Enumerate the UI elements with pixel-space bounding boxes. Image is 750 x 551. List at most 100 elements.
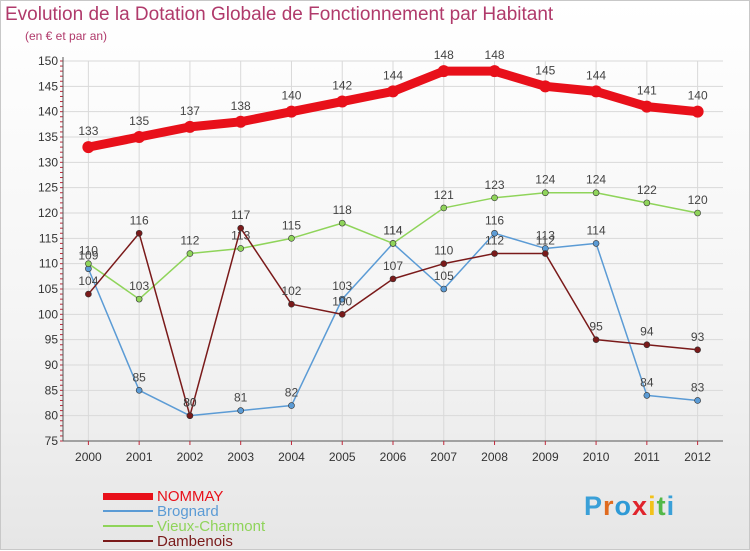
data-point-dambenois-2004 <box>288 300 295 308</box>
axes: 75 80 85 90 95 100 105 110 115 120 125 130 135 140 145… <box>38 54 723 464</box>
data-label-brognard-2001: 85 <box>132 370 146 384</box>
series-lines <box>82 65 704 419</box>
data-point-dambenois-2001 <box>135 229 143 237</box>
x-tick-label: 2000 <box>75 450 102 464</box>
y-tick-label: 125 <box>38 181 58 195</box>
data-point-brognard-2005 <box>338 295 346 303</box>
data-point-nommay-2002 <box>183 120 196 133</box>
data-point-dambenois-2005 <box>338 311 346 318</box>
data-point-brognard-2008 <box>491 229 498 237</box>
data-label-brognard-2003: 81 <box>234 391 248 405</box>
data-label-vieux-charmont-2012: 120 <box>688 193 708 207</box>
data-label-brognard-2012: 83 <box>691 380 705 394</box>
logo-letter: P <box>584 491 604 521</box>
data-label-vieux-charmont-2001: 103 <box>129 279 149 293</box>
data-label-vieux-charmont-2007: 121 <box>434 188 454 202</box>
data-label-dambenois-2010: 95 <box>589 320 603 334</box>
data-point-nommay-2001 <box>133 131 146 143</box>
y-tick-label: 130 <box>38 155 58 169</box>
x-tick-label: 2012 <box>684 450 711 464</box>
data-point-vieux-charmont-2011 <box>643 199 651 207</box>
legend-swatch-vieux-charmont <box>103 525 153 527</box>
data-label-nommay-2011: 141 <box>637 84 657 98</box>
data-label-dambenois-2001: 116 <box>130 213 149 227</box>
data-point-dambenois-2003 <box>237 224 244 232</box>
data-label-vieux-charmont-2011: 122 <box>637 183 657 197</box>
data-point-vieux-charmont-2007 <box>440 204 448 212</box>
data-point-nommay-2007 <box>437 65 450 78</box>
y-tick-label: 145 <box>38 79 58 93</box>
data-label-vieux-charmont-2009: 124 <box>535 173 555 187</box>
data-labels: 133 135 137 138 140 142 144 148 148 145 144 141 140 1… <box>78 48 708 410</box>
data-point-nommay-2009 <box>539 80 552 93</box>
data-point-nommay-2008 <box>488 65 501 78</box>
data-point-nommay-2006 <box>387 85 399 98</box>
data-label-dambenois-2009: 112 <box>536 234 555 248</box>
data-label-nommay-2009: 145 <box>535 63 555 77</box>
data-point-vieux-charmont-2001 <box>135 295 143 303</box>
y-tick-label: 80 <box>45 409 59 423</box>
legend-swatch-dambenois <box>103 540 153 542</box>
data-label-vieux-charmont-2006: 114 <box>383 223 402 237</box>
legend-label-vieux-charmont: Vieux-Charmont <box>157 518 266 535</box>
data-label-dambenois-2005: 100 <box>332 294 352 308</box>
logo-letter: i <box>666 491 676 521</box>
data-label-dambenois-2004: 102 <box>281 284 301 298</box>
data-point-brognard-2007 <box>440 285 448 293</box>
data-label-brognard-2010: 114 <box>587 223 606 237</box>
data-point-dambenois-2010 <box>592 336 600 343</box>
y-tick-label: 110 <box>39 257 58 271</box>
data-point-vieux-charmont-2003 <box>237 245 244 252</box>
data-point-brognard-2012 <box>694 397 701 404</box>
x-tick-label: 2004 <box>278 450 305 464</box>
y-tick-label: 140 <box>38 105 58 119</box>
data-label-dambenois-2003: 117 <box>231 208 250 222</box>
logo-letter: o <box>614 491 633 521</box>
data-label-nommay-2010: 144 <box>586 68 606 82</box>
x-tick-label: 2003 <box>227 450 254 464</box>
y-tick-label: 150 <box>38 54 58 68</box>
data-point-brognard-2011 <box>643 392 651 399</box>
data-point-nommay-2005 <box>336 95 349 108</box>
data-label-nommay-2000: 133 <box>78 124 98 138</box>
logo-letter: t <box>656 491 667 521</box>
data-label-brognard-2007: 105 <box>434 269 454 283</box>
data-label-brognard-2002: 80 <box>183 396 197 410</box>
x-tick-label: 2001 <box>126 450 153 464</box>
data-point-vieux-charmont-2006 <box>389 240 397 247</box>
data-point-vieux-charmont-2008 <box>491 194 498 202</box>
y-tick-label: 115 <box>39 231 58 245</box>
legend-label-brognard: Brognard <box>157 503 219 520</box>
data-point-dambenois-2002 <box>186 412 194 419</box>
data-point-dambenois-2012 <box>694 346 701 354</box>
data-label-dambenois-2008: 112 <box>485 234 504 248</box>
y-tick-label: 105 <box>38 282 58 296</box>
data-point-dambenois-2009 <box>542 250 549 257</box>
data-point-vieux-charmont-2012 <box>694 209 701 217</box>
data-point-vieux-charmont-2000 <box>85 260 92 267</box>
x-tick-label: 2008 <box>481 450 508 464</box>
data-label-nommay-2003: 138 <box>231 99 251 113</box>
data-label-brognard-2009: 113 <box>536 228 555 242</box>
data-label-vieux-charmont-2002: 112 <box>180 234 199 248</box>
data-label-vieux-charmont-2008: 123 <box>485 178 505 192</box>
data-point-vieux-charmont-2004 <box>288 235 295 242</box>
data-point-brognard-2001 <box>135 387 143 394</box>
data-label-nommay-2008: 148 <box>485 48 505 62</box>
data-label-dambenois-2012: 93 <box>691 330 705 344</box>
data-label-nommay-2001: 135 <box>129 114 149 128</box>
data-label-nommay-2004: 140 <box>281 89 301 103</box>
data-label-nommay-2005: 142 <box>332 79 352 93</box>
data-label-dambenois-2007: 110 <box>434 244 453 258</box>
legend-swatch-nommay <box>103 493 153 500</box>
x-tick-label: 2011 <box>634 450 660 464</box>
data-label-nommay-2006: 144 <box>383 68 403 82</box>
x-tick-label: 2009 <box>532 450 559 464</box>
x-tick-label: 2010 <box>583 450 610 464</box>
chart-subtitle: (en € et par an) <box>25 29 108 43</box>
x-tick-label: 2002 <box>177 450 204 464</box>
data-point-vieux-charmont-2002 <box>186 250 194 257</box>
legend-label-dambenois: Dambenois <box>157 533 233 550</box>
data-point-dambenois-2006 <box>389 275 397 283</box>
y-tick-label: 100 <box>38 307 58 321</box>
